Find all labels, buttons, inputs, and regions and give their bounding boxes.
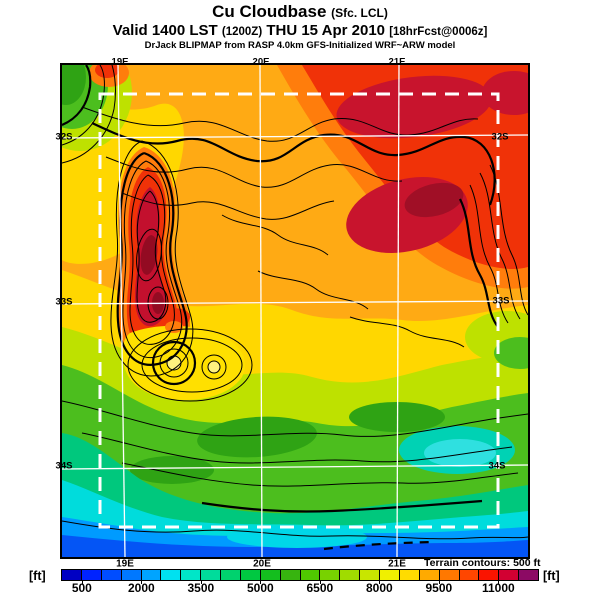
title-main: Cu Cloudbase <box>212 2 327 21</box>
valid-date: THU 15 Apr 2010 <box>266 22 386 39</box>
terrain-contour-note: Terrain contours: 500 ft <box>424 557 541 569</box>
gridline-20e <box>259 65 263 557</box>
colorbar-segment <box>419 570 440 580</box>
lat-label-right: 32S <box>491 131 509 143</box>
colorbar <box>61 569 539 581</box>
colorbar-tick <box>200 580 202 584</box>
colorbar-segment <box>121 570 142 580</box>
colorbar-segment <box>399 570 420 580</box>
colorbar-segment <box>300 570 321 580</box>
colorbar-segment <box>81 570 102 580</box>
colorbar-tick-label: 500 <box>71 581 92 595</box>
colorbar-tick <box>141 580 143 584</box>
colorbar-tick-label: 11000 <box>481 581 515 595</box>
title-paren: (Sfc. LCL) <box>331 6 388 20</box>
map-frame <box>60 63 530 559</box>
colorbar-segment <box>320 570 341 580</box>
lat-label-right: 33S <box>492 295 510 307</box>
colorbar-tick <box>319 580 321 584</box>
colorbar-segment <box>459 570 480 580</box>
latlon-grid <box>62 65 528 557</box>
colorbar-segment <box>519 570 538 580</box>
colorbar-tick <box>81 580 83 584</box>
colorbar-tick <box>438 580 440 584</box>
colorbar-segment <box>181 570 202 580</box>
lat-label-right: 34S <box>488 460 506 472</box>
lon-label-bottom: 20E <box>253 558 271 570</box>
colorbar-tick <box>260 580 262 584</box>
colorbar-tick-label: 8000 <box>365 581 393 595</box>
colorbar-tick-label: 9500 <box>425 581 453 595</box>
colorbar-segment <box>221 570 241 580</box>
gridline-34s <box>62 464 528 470</box>
colorbar-tick-label: 6500 <box>306 581 334 595</box>
colorbar-tick-label: 2000 <box>127 581 155 595</box>
plot-title: Cu Cloudbase (Sfc. LCL) <box>0 2 600 23</box>
valid-fcst: [18hrFcst@0006z] <box>389 26 488 38</box>
lat-label-left: 32S <box>55 131 73 143</box>
colorbar-segment <box>101 570 122 580</box>
colorbar-segment <box>280 570 301 580</box>
lon-label-top: 20E <box>252 56 270 68</box>
colorbar-segment <box>260 570 281 580</box>
colorbar-tick <box>498 580 500 584</box>
lat-label-left: 34S <box>55 460 73 472</box>
colorbar-segment <box>240 570 261 580</box>
colorbar-segment <box>340 570 361 580</box>
colorbar-segment <box>161 570 182 580</box>
gridline-33s <box>62 300 528 305</box>
model-line: DrJack BLIPMAP from RASP 4.0km GFS-Initi… <box>144 40 456 51</box>
colorbar-segment <box>360 570 380 580</box>
colorbar-tick-label: 5000 <box>246 581 274 595</box>
colorbar-tick-label: 3500 <box>187 581 215 595</box>
colorbar-segment <box>479 570 500 580</box>
valid-zulu: (1200Z) <box>221 26 263 38</box>
map-canvas <box>62 65 528 557</box>
lat-label-left: 33S <box>55 296 73 308</box>
lon-label-bottom: 19E <box>116 558 134 570</box>
colorbar-segment <box>141 570 162 580</box>
colorbar-segment <box>499 570 520 580</box>
lon-label-bottom: 21E <box>388 558 406 570</box>
colorbar-segment <box>439 570 460 580</box>
colorbar-tick <box>379 580 381 584</box>
lon-label-top: 19E <box>111 56 129 68</box>
gridline-19e <box>117 65 126 557</box>
gridline-32s <box>62 134 528 139</box>
lon-label-top: 21E <box>388 56 406 68</box>
colorbar-segment <box>380 570 400 580</box>
valid-line: Valid 1400 LST (1200Z) THU 15 Apr 2010 [… <box>0 23 600 40</box>
colorbar-segment <box>201 570 221 580</box>
colorbar-unit-left: [ft] <box>29 569 46 583</box>
colorbar-unit-right: [ft] <box>543 569 560 583</box>
title-block: Cu Cloudbase (Sfc. LCL) Valid 1400 LST (… <box>0 2 600 52</box>
gridline-21e <box>396 65 400 557</box>
colorbar-segment <box>62 570 82 580</box>
valid-time: Valid 1400 LST <box>112 22 218 39</box>
